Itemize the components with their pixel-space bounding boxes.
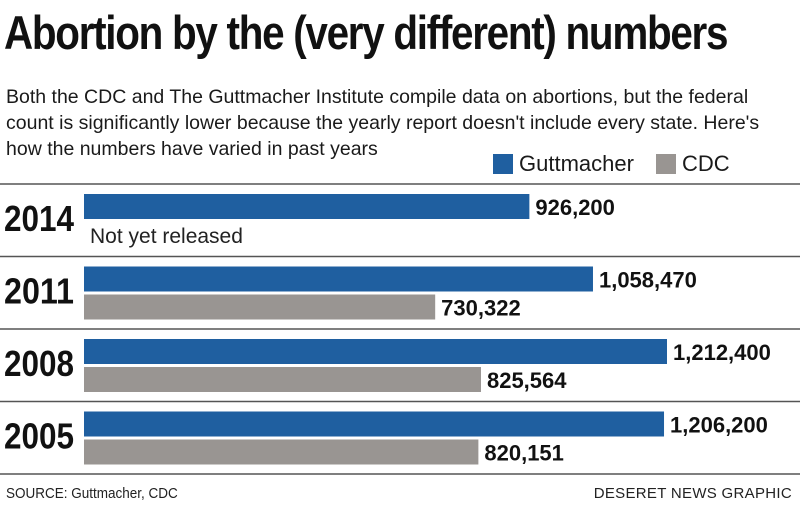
value-label-cdc: 730,322 — [441, 296, 521, 321]
value-label-guttmacher: 1,058,470 — [599, 268, 697, 293]
bar-guttmacher — [84, 266, 593, 292]
year-label: 2005 — [4, 416, 74, 457]
year-label: 2011 — [4, 271, 74, 312]
year-label: 2008 — [4, 343, 74, 384]
not-released-annotation: Not yet released — [90, 225, 243, 248]
bar-guttmacher — [84, 194, 530, 219]
value-label-cdc: 825,564 — [487, 368, 567, 393]
legend-item-cdc: CDC — [655, 151, 730, 177]
bar-cdc — [84, 367, 481, 392]
legend-label-cdc: CDC — [681, 151, 730, 176]
bar-cdc — [84, 294, 436, 320]
value-label-guttmacher: 1,212,400 — [673, 340, 771, 365]
chart-subtitle: Both the CDC and The Guttmacher Institut… — [6, 86, 760, 160]
legend-swatch-guttmacher — [493, 154, 513, 174]
chart-title: Abortion by the (very different) numbers — [4, 6, 728, 59]
legend-label-guttmacher: Guttmacher — [519, 151, 634, 176]
source-note: SOURCE: Guttmacher, CDC — [6, 485, 178, 502]
legend-item-guttmacher: Guttmacher — [493, 151, 634, 177]
value-label-guttmacher: 926,200 — [535, 195, 615, 220]
year-label: 2014 — [4, 198, 74, 239]
bar-guttmacher — [84, 411, 665, 437]
value-label-cdc: 820,151 — [484, 441, 564, 466]
bar-guttmacher — [84, 339, 667, 364]
credit-note: DESERET NEWS GRAPHIC — [593, 485, 792, 502]
legend-swatch-cdc — [655, 154, 676, 174]
bar-cdc — [84, 439, 479, 465]
legend: Guttmacher CDC — [493, 150, 744, 178]
value-label-guttmacher: 1,206,200 — [670, 413, 768, 438]
